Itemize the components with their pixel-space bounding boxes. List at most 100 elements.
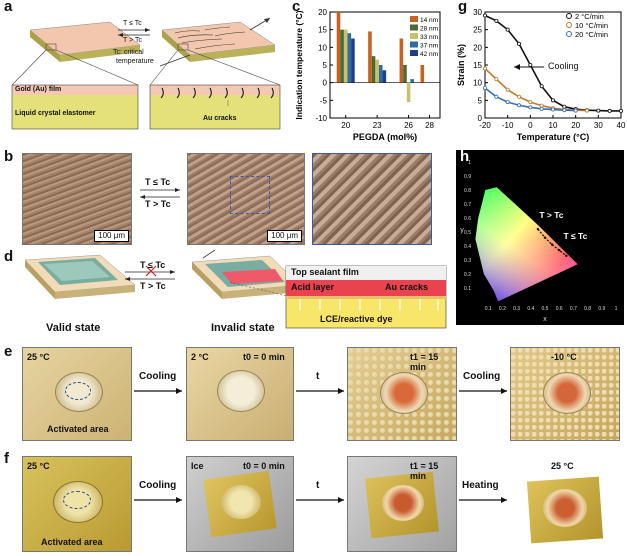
chart-h-point <box>536 228 540 231</box>
panel-f-arrow-3 <box>459 497 507 503</box>
chart-c-bar <box>403 65 407 83</box>
chart-g-legend-label: 10 °C/min <box>575 21 608 30</box>
panel-f-well-3 <box>382 485 424 521</box>
panel-e-photo-4: -10 °C <box>510 347 620 441</box>
panel-f-photo-2: Ice t0 = 0 min <box>186 456 294 552</box>
chart-c-ytick-label: 5 <box>323 61 328 70</box>
panel-f-photo-4: 25 °C <box>510 456 620 552</box>
chart-c-xtick-label: 20 <box>341 121 350 130</box>
chart-c-legend-label: 37 nm <box>420 43 438 50</box>
chart-c-bar <box>340 29 344 83</box>
chart-c-legend-swatch <box>410 33 418 39</box>
panel-f-time-1: t1 = 15 min <box>410 461 439 481</box>
panel-f-photo-3: t1 = 15 min <box>347 456 457 552</box>
chart-h-trajectory <box>537 228 567 257</box>
panel-a-illustration <box>11 17 281 130</box>
panel-e-well-4 <box>543 372 591 414</box>
panel-e-time-0: t0 = 0 min <box>243 352 285 362</box>
chart-g-xlabel: Temperature (°C) <box>517 132 589 142</box>
panel-f-ice-label: Ice <box>191 461 204 471</box>
chart-g-point <box>528 100 533 105</box>
chart-c-xtick-label: 26 <box>404 121 413 130</box>
panel-a-tc-note-2: temperature <box>116 58 154 65</box>
panel-e-temp-2: 2 °C <box>191 352 209 362</box>
chart-g-xtick-label: -20 <box>479 121 491 130</box>
panel-f-well-4 <box>543 489 587 527</box>
chart-h-point <box>550 243 554 246</box>
panel-c-label: c <box>292 0 301 15</box>
panel-b-zoom-box <box>230 176 270 214</box>
panel-b-arrows <box>140 188 180 199</box>
chart-c-bar <box>347 33 352 83</box>
chart-c-bar <box>371 56 376 83</box>
chart-c-bar <box>375 59 379 83</box>
chart-c-bar <box>336 12 341 83</box>
chart-h-tle-label: T ≤ Tc <box>563 231 587 241</box>
chart-h-locus-overlay <box>475 187 578 302</box>
chart-g-xtick-label: 40 <box>617 121 626 130</box>
panel-a-cond-bottom: T > Tc <box>123 37 143 44</box>
chart-c-legend-label: 33 nm <box>420 34 438 41</box>
panel-e-arrow-2 <box>296 388 344 394</box>
chart-c-xtick-label: 28 <box>425 121 434 130</box>
chart-h-xtick-label: 0.5 <box>542 306 549 312</box>
panel-f-temp-4: 25 °C <box>551 461 574 471</box>
panel-h-chart: 0.1 0.2 0.3 0.4 0.5 0.6 0.7 0.8 0.9 1 0.1 0.2 0.3 0.4… <box>456 150 624 325</box>
panel-g-label: g <box>458 0 468 15</box>
chart-c-bar <box>343 29 348 83</box>
panel-d-label: d <box>4 248 14 265</box>
chart-g-point <box>528 105 533 110</box>
chart-c-ytick-label: 20 <box>318 8 327 17</box>
panel-f-time-0: t0 = 0 min <box>243 461 285 471</box>
panel-e-time-1: t1 = 15 min <box>410 352 439 372</box>
chart-g-legend-marker <box>566 22 572 28</box>
panel-f-arrow-1-label: Cooling <box>139 480 177 491</box>
chart-c-legend-swatch <box>410 16 418 22</box>
panel-b-micrograph-2: 100 μm <box>187 153 305 245</box>
chart-h-ytick-label: 1 <box>468 160 471 166</box>
chart-h-xlabel: x <box>543 316 547 323</box>
chart-g-ytick-label: 20 <box>473 43 482 52</box>
chart-g-point <box>573 108 578 113</box>
panel-b-scale-2: 100 μm <box>267 230 302 242</box>
chart-c-bar <box>382 70 387 83</box>
chart-h-ytick-label: 0.6 <box>464 216 471 222</box>
panel-h-label: h <box>460 148 470 165</box>
chart-h-xtick-label: 0.6 <box>556 306 563 312</box>
chart-g-point <box>607 108 612 113</box>
panel-e-photo-2: 2 °C t0 = 0 min <box>186 347 294 441</box>
chart-c-bar <box>420 65 425 83</box>
panel-d-lce-label: LCE/reactive dye <box>320 314 393 324</box>
chart-g-point <box>482 13 487 18</box>
panel-b-label: b <box>4 148 14 165</box>
panel-a-film-label: Gold (Au) film <box>15 86 62 93</box>
chart-g-legend-marker <box>566 13 572 19</box>
panel-f-activated-circle <box>63 491 91 509</box>
panel-d-cracks-label: Au cracks <box>385 282 429 292</box>
chart-h-xtick-label: 0.3 <box>513 306 520 312</box>
chart-h-tgt-label: T > Tc <box>539 210 563 220</box>
chart-g-xtick-label: 20 <box>571 121 580 130</box>
chart-h-xtick-label: 1 <box>615 306 618 312</box>
chart-g-point <box>539 103 544 108</box>
panel-b-micrograph-1: 100 μm <box>22 153 132 245</box>
panel-e-temp-1: 25 °C <box>27 352 50 362</box>
panel-e-well-3 <box>380 372 428 414</box>
chart-h-point <box>565 254 568 257</box>
chart-h-xtick-label: 0.4 <box>527 306 534 312</box>
chart-c-ytick-label: -5 <box>320 96 328 105</box>
panel-f-well-1 <box>53 481 103 523</box>
panel-d-cond-bottom: T > Tc <box>140 281 166 291</box>
chart-g-point <box>505 100 510 105</box>
chart-c-bar <box>406 82 411 103</box>
panel-f-label: f <box>4 450 9 467</box>
chart-g-ytick-label: 15 <box>473 61 482 70</box>
chart-h-ytick-label: 0.9 <box>464 174 471 180</box>
chart-g-point <box>551 107 556 112</box>
chart-h-xtick-label: 0.7 <box>570 306 577 312</box>
panel-e-arrow-1 <box>134 388 182 394</box>
chart-c-ytick-label: 0 <box>323 79 328 88</box>
panel-f-photo-1: 25 °C Activated area <box>22 456 132 552</box>
chart-h-xtick-label: 0.2 <box>499 306 506 312</box>
chart-h-ytick-label: 0.4 <box>464 244 471 250</box>
